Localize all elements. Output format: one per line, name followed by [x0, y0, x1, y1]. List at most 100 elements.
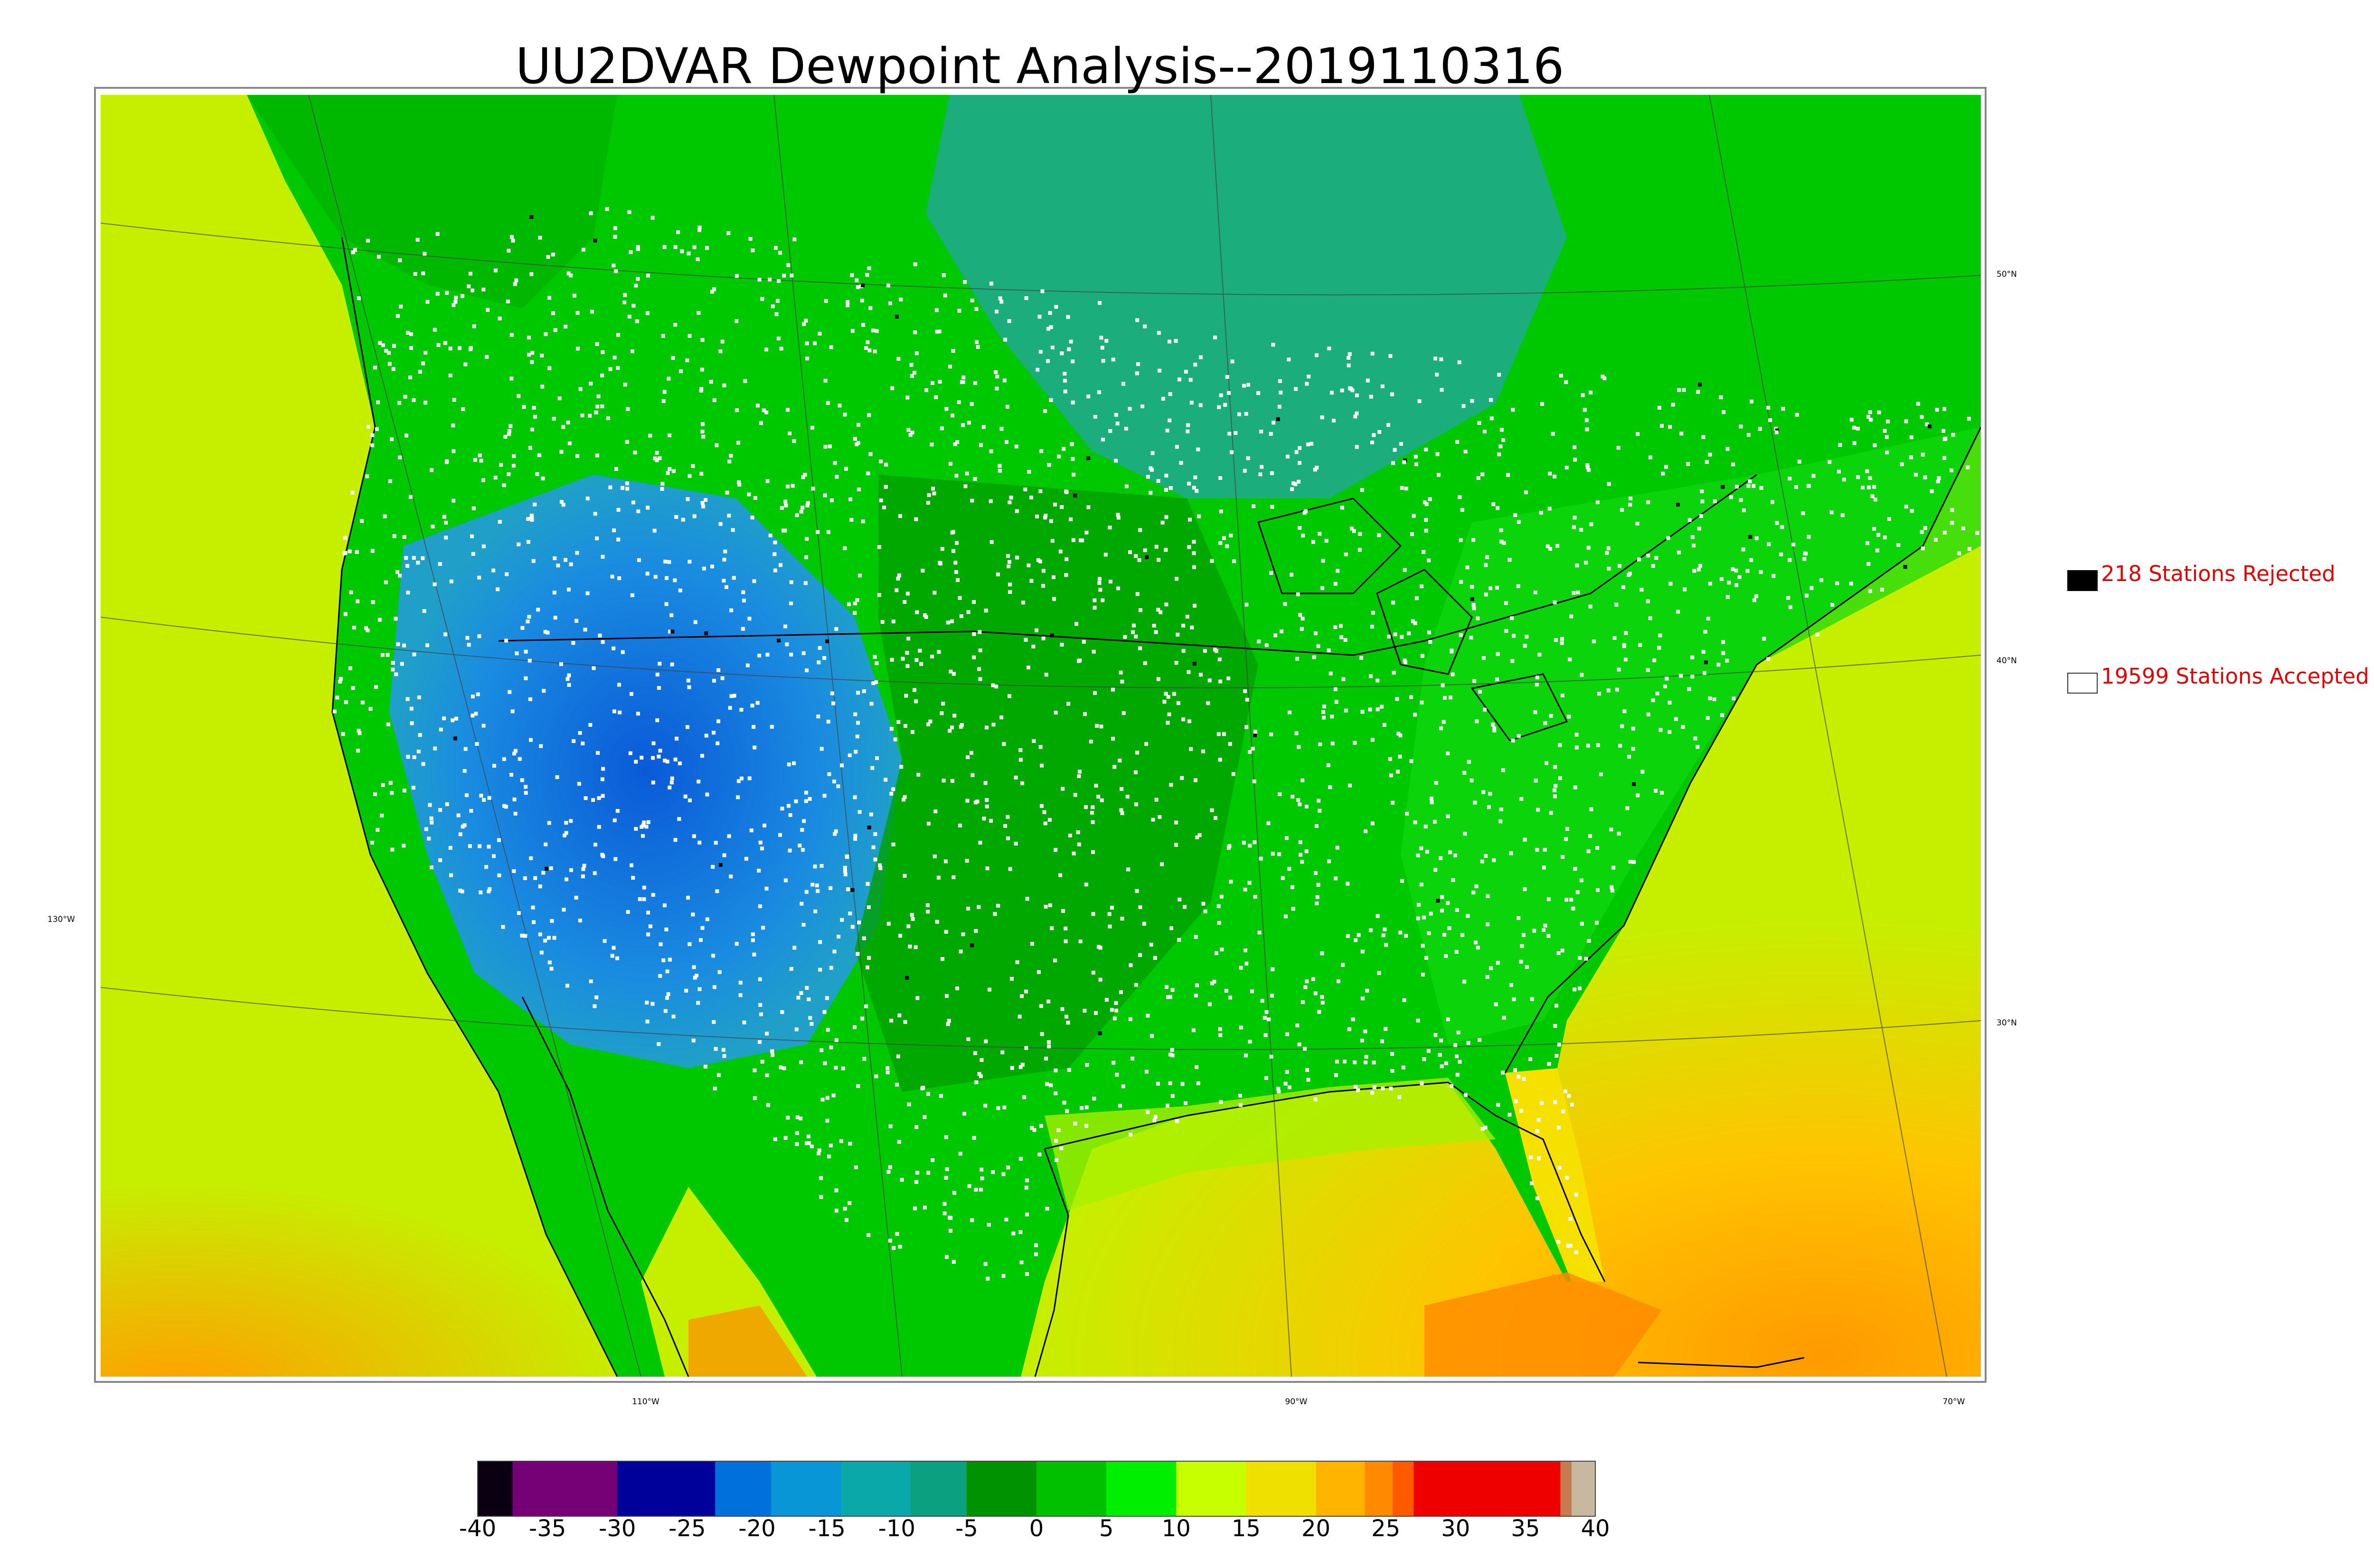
station-accepted-marker: [608, 367, 612, 371]
station-accepted-marker: [473, 458, 477, 462]
station-accepted-marker: [409, 332, 414, 336]
station-accepted-marker: [710, 564, 714, 569]
station-rejected-marker: [1145, 555, 1149, 559]
station-accepted-marker: [1429, 911, 1433, 916]
station-accepted-marker: [1360, 710, 1365, 714]
station-accepted-marker: [348, 666, 352, 670]
colorbar-segment-7: [966, 1461, 1037, 1516]
station-accepted-marker: [1054, 1068, 1058, 1072]
station-accepted-marker: [1320, 586, 1324, 590]
station-accepted-marker: [1353, 414, 1357, 419]
station-accepted-marker: [862, 1057, 867, 1061]
station-accepted-marker: [1245, 697, 1249, 702]
station-accepted-marker: [384, 580, 388, 584]
station-rejected-marker: [453, 736, 457, 741]
station-accepted-marker: [555, 775, 559, 779]
station-accepted-marker: [1510, 616, 1514, 620]
station-accepted-marker: [817, 1148, 821, 1153]
station-accepted-marker: [600, 777, 604, 781]
station-accepted-marker: [538, 235, 542, 240]
station-accepted-marker: [1347, 356, 1351, 360]
station-accepted-marker: [660, 487, 664, 491]
station-accepted-marker: [1222, 536, 1226, 540]
station-accepted-marker: [711, 865, 715, 869]
station-accepted-marker: [1086, 394, 1091, 399]
station-accepted-marker: [770, 724, 774, 729]
station-accepted-marker: [1334, 876, 1338, 881]
station-accepted-marker: [350, 490, 355, 495]
station-accepted-marker: [1454, 950, 1459, 954]
station-accepted-marker: [1404, 660, 1407, 665]
station-accepted-marker: [792, 946, 797, 950]
station-accepted-marker: [1440, 909, 1444, 913]
station-accepted-marker: [365, 474, 369, 479]
station-accepted-marker: [651, 756, 655, 760]
station-accepted-marker: [843, 869, 847, 873]
station-accepted-marker: [452, 303, 456, 307]
station-accepted-marker: [341, 732, 345, 736]
colorbar-segment-12: [1316, 1461, 1365, 1516]
station-accepted-marker: [435, 232, 440, 236]
station-accepted-marker: [1080, 1106, 1084, 1110]
station-accepted-marker: [1875, 548, 1880, 553]
station-accepted-marker: [1169, 926, 1173, 930]
station-accepted-marker: [1739, 424, 1743, 429]
station-accepted-marker: [1592, 639, 1596, 644]
station-accepted-marker: [444, 521, 448, 525]
accepted-swatch: [2067, 673, 2098, 694]
station-accepted-marker: [1136, 362, 1140, 366]
station-accepted-marker: [478, 453, 482, 458]
station-accepted-marker: [1264, 1010, 1269, 1014]
station-accepted-marker: [1156, 677, 1160, 681]
station-accepted-marker: [938, 380, 942, 384]
station-accepted-marker: [375, 427, 379, 431]
station-accepted-marker: [1300, 778, 1305, 782]
station-accepted-marker: [1610, 889, 1614, 893]
station-accepted-marker: [1029, 496, 1034, 499]
station-accepted-marker: [731, 528, 735, 532]
station-accepted-marker: [1243, 689, 1247, 693]
station-accepted-marker: [1047, 1044, 1051, 1049]
station-accepted-marker: [738, 993, 743, 997]
station-accepted-marker: [1191, 1028, 1196, 1033]
station-accepted-marker: [773, 1137, 777, 1141]
station-accepted-marker: [1424, 448, 1428, 451]
station-accepted-marker: [585, 497, 590, 501]
station-accepted-marker: [1489, 966, 1493, 970]
station-accepted-marker: [1463, 450, 1468, 454]
station-accepted-marker: [985, 866, 989, 871]
station-accepted-marker: [1774, 430, 1779, 434]
station-accepted-marker: [1548, 547, 1552, 551]
station-accepted-marker: [709, 380, 713, 384]
station-accepted-marker: [1424, 518, 1428, 522]
station-accepted-marker: [1708, 452, 1712, 457]
station-accepted-marker: [1295, 657, 1300, 661]
station-accepted-marker: [702, 566, 706, 571]
station-accepted-marker: [1372, 433, 1376, 437]
station-accepted-marker: [853, 611, 857, 615]
station-accepted-marker: [1896, 543, 1901, 547]
station-accepted-marker: [606, 416, 610, 421]
station-accepted-marker: [600, 853, 604, 857]
station-accepted-marker: [935, 329, 939, 334]
station-accepted-marker: [1444, 1061, 1448, 1065]
station-accepted-marker: [1532, 929, 1536, 933]
station-accepted-marker: [729, 694, 734, 698]
station-accepted-marker: [517, 911, 521, 915]
station-accepted-marker: [716, 741, 720, 745]
station-accepted-marker: [886, 921, 891, 926]
station-accepted-marker: [1277, 852, 1281, 856]
station-accepted-marker: [1315, 353, 1319, 357]
station-accepted-marker: [957, 400, 961, 404]
station-accepted-marker: [1086, 505, 1091, 509]
station-accepted-marker: [543, 939, 547, 943]
station-accepted-marker: [1044, 514, 1048, 518]
station-accepted-marker: [1335, 1060, 1339, 1064]
station-accepted-marker: [1725, 658, 1729, 663]
station-accepted-marker: [673, 245, 678, 249]
station-accepted-marker: [703, 1064, 707, 1069]
station-accepted-marker: [658, 749, 662, 753]
station-accepted-marker: [1210, 981, 1214, 986]
station-accepted-marker: [1053, 502, 1057, 507]
station-accepted-marker: [687, 251, 691, 255]
